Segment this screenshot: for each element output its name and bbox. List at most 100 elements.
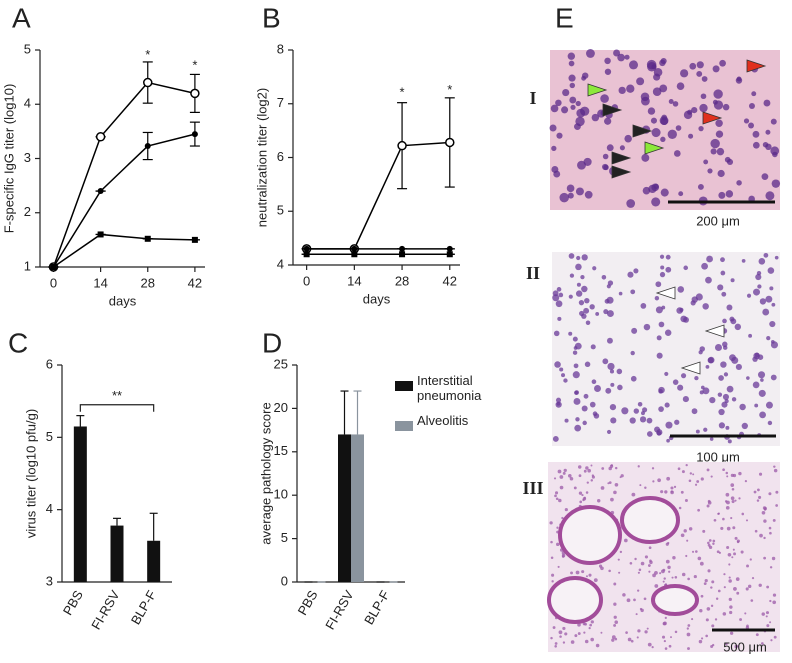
cell: [591, 113, 600, 122]
cell: [667, 541, 670, 545]
cell: [604, 57, 611, 65]
cell: [559, 485, 564, 490]
cell: [654, 584, 659, 588]
cell: [757, 284, 762, 289]
cell: [730, 318, 737, 325]
cell: [762, 308, 770, 316]
cell: [754, 529, 758, 533]
cell: [588, 626, 591, 630]
cell: [583, 307, 590, 314]
cell: [569, 82, 576, 89]
cell: [646, 59, 657, 70]
cell: [642, 407, 648, 413]
cell: [726, 304, 733, 311]
cell: [689, 472, 693, 475]
cell: [684, 498, 688, 502]
cell: [695, 293, 703, 301]
arrow: [644, 141, 665, 155]
cell: [583, 393, 589, 399]
legend-entry: Interstitial pneumonia: [417, 373, 481, 403]
cell: [750, 599, 754, 602]
cell: [765, 129, 771, 135]
cell: [629, 417, 636, 424]
cell: [549, 124, 557, 132]
cell: [555, 397, 562, 403]
cell: [728, 579, 732, 583]
cell: [561, 106, 569, 114]
cell: [746, 564, 749, 568]
y-tick-label: 7: [277, 95, 284, 110]
cell: [613, 582, 617, 586]
cell: [637, 465, 640, 468]
cell: [590, 464, 593, 467]
cell: [664, 616, 667, 619]
cell: [680, 373, 687, 379]
cell: [717, 392, 723, 397]
cell: [707, 500, 712, 505]
cell: [658, 321, 665, 328]
cell: [712, 643, 715, 647]
cell: [771, 179, 781, 188]
cell: [585, 466, 589, 470]
cell: [730, 473, 734, 477]
cell: [769, 320, 776, 328]
cell: [744, 612, 747, 615]
cell: [728, 576, 731, 579]
cell: [570, 571, 573, 575]
cell: [674, 419, 680, 425]
cell: [702, 529, 706, 533]
line: [52, 81, 196, 268]
cell: [686, 632, 691, 637]
cell: [728, 597, 732, 602]
cell: [581, 405, 588, 412]
cell: [699, 103, 708, 113]
cell: [579, 500, 583, 504]
cell: [705, 634, 708, 638]
cell: [668, 99, 674, 104]
cell: [578, 300, 585, 306]
cell: [611, 638, 615, 642]
cell: [723, 573, 726, 576]
cell: [577, 632, 581, 636]
cell: [552, 436, 559, 442]
cell: [606, 144, 614, 152]
marker: [399, 245, 406, 252]
arrow: [602, 103, 623, 117]
cell: [704, 579, 708, 583]
bar: [73, 426, 87, 582]
cell: [624, 54, 630, 60]
cell: [683, 265, 689, 271]
cell: [741, 422, 748, 430]
cell: [590, 479, 594, 482]
cell: [568, 331, 573, 336]
cell: [723, 372, 729, 377]
cell: [658, 406, 664, 412]
x-tick-label: FI-RSV: [322, 587, 356, 632]
cell: [758, 583, 762, 587]
cell: [722, 517, 725, 521]
cell: [708, 539, 712, 542]
cell: [561, 555, 565, 558]
cell: [602, 153, 609, 160]
cell: [766, 624, 770, 628]
cell: [563, 378, 568, 383]
cell: [568, 294, 573, 299]
cell: [726, 385, 734, 393]
cell: [712, 542, 715, 545]
cell: [751, 577, 755, 580]
cell: [553, 170, 561, 178]
cell: [564, 418, 569, 423]
cell: [644, 486, 647, 489]
cell: [637, 571, 640, 574]
cell: [633, 268, 639, 274]
cell: [551, 145, 557, 152]
cell: [617, 384, 623, 391]
cell: [695, 429, 700, 434]
cell: [651, 646, 654, 649]
cell: [651, 128, 661, 138]
cell: [572, 336, 578, 342]
cell: [618, 291, 623, 296]
y-tick-label: 10: [274, 487, 288, 502]
x-tick-label: 0: [303, 273, 310, 288]
cell: [590, 344, 596, 350]
